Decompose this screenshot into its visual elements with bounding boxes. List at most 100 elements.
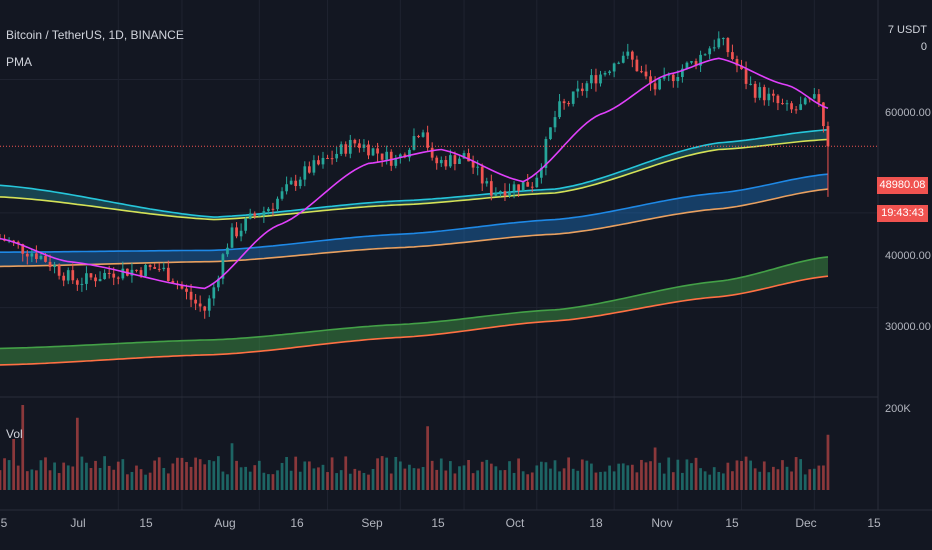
volume-bar — [94, 460, 97, 490]
volume-bar — [558, 471, 561, 490]
volume-bar — [753, 468, 757, 490]
candle-body — [194, 299, 197, 304]
candle-body — [721, 38, 725, 40]
candle-body — [676, 77, 680, 82]
volume-bar — [0, 470, 2, 490]
volume-bar — [585, 460, 589, 490]
volume-bar — [298, 471, 302, 490]
volume-bar — [339, 470, 343, 490]
candle-body — [94, 277, 97, 282]
volume-bar — [48, 470, 52, 490]
candle-body — [376, 148, 379, 154]
volume-bar — [562, 468, 566, 490]
time-label: Oct — [506, 516, 525, 530]
candle-body — [348, 139, 352, 154]
volume-bar — [12, 439, 16, 490]
candle-body — [371, 148, 375, 156]
volume-bar — [385, 457, 389, 490]
candle-body — [30, 253, 34, 257]
volume-bar — [444, 470, 448, 490]
symbol-title[interactable]: Bitcoin / TetherUS, 1D, BINANCE — [6, 28, 184, 42]
volume-bar — [89, 468, 93, 490]
volume-bar — [358, 470, 361, 490]
ma-line-orange — [0, 188, 829, 268]
volume-bar — [708, 474, 712, 490]
candle-body — [558, 101, 561, 118]
volume-bar — [353, 468, 357, 490]
volume-bar — [453, 473, 457, 490]
band-fill-green — [0, 256, 828, 365]
candle-body — [453, 155, 457, 165]
price-scale[interactable]: 60000.00 40000.00 30000.00 200K — [885, 107, 931, 415]
volume-bar — [194, 457, 197, 490]
candle-body — [75, 280, 79, 285]
volume-bar — [539, 461, 543, 490]
ma-line-blue — [0, 173, 829, 253]
volume-bar — [230, 443, 234, 490]
volume-bar — [567, 457, 571, 490]
volume-bar — [3, 458, 6, 490]
volume-bar — [535, 465, 539, 490]
volume-bar — [153, 460, 157, 490]
candle-body — [358, 143, 361, 148]
candle-body — [608, 71, 611, 73]
volume-bar — [480, 461, 484, 490]
candle-body — [39, 255, 43, 259]
volume-bar — [176, 457, 179, 490]
candle-body — [353, 139, 357, 144]
price-tick: 40000.00 — [885, 250, 931, 262]
candle-body — [539, 167, 543, 178]
candle-body — [444, 159, 448, 167]
volume-bar — [485, 459, 489, 490]
candle-body — [62, 275, 66, 281]
candle-body — [439, 159, 443, 164]
volume-bar — [330, 457, 334, 490]
candle-body — [35, 253, 38, 259]
candle-body — [699, 54, 702, 66]
volume-bar — [253, 465, 257, 490]
ma-line-cyan — [0, 129, 829, 218]
volume-bar — [512, 472, 516, 490]
candle-body — [25, 253, 29, 257]
volume-series — [0, 405, 830, 490]
candle-body — [762, 87, 766, 101]
volume-bar — [699, 468, 702, 490]
candle-body — [449, 155, 452, 167]
volume-bar — [157, 457, 161, 490]
volume-bar — [526, 474, 530, 490]
indicator-label[interactable]: PMA — [6, 55, 33, 69]
candle-body — [257, 215, 261, 217]
volume-bar — [244, 466, 248, 490]
candle-body — [71, 270, 75, 281]
ema-line — [0, 57, 829, 290]
candle-body — [580, 88, 584, 92]
candle-body — [380, 153, 384, 160]
candle-body — [594, 75, 598, 84]
volume-bar — [549, 468, 552, 490]
volume-bar — [826, 434, 830, 490]
volume-bar — [66, 465, 70, 490]
volume-bar — [116, 461, 120, 490]
volume-label[interactable]: Vol — [6, 427, 23, 441]
time-label: 16 — [290, 516, 304, 530]
volume-bar — [171, 463, 175, 490]
volume-bar — [262, 472, 266, 490]
time-axis[interactable]: 5 Jul 15 Aug 16 Sep 15 Oct 18 Nov 15 Dec… — [1, 516, 881, 530]
volume-bar — [112, 469, 116, 490]
volume-bar — [198, 459, 202, 490]
volume-bar — [767, 472, 771, 490]
volume-bar — [408, 464, 411, 490]
candle-body — [694, 61, 698, 66]
volume-bar — [239, 467, 243, 490]
volume-bar — [794, 457, 798, 490]
volume-bar — [121, 459, 125, 490]
candle-body — [826, 126, 830, 147]
candle-body — [435, 157, 439, 164]
candle-body — [462, 153, 466, 159]
volume-bar — [499, 470, 502, 490]
volume-bar — [257, 460, 261, 490]
candle-body — [485, 181, 489, 184]
candle-body — [812, 94, 816, 99]
currency-button[interactable]: 7 USDT 0 — [887, 24, 927, 53]
